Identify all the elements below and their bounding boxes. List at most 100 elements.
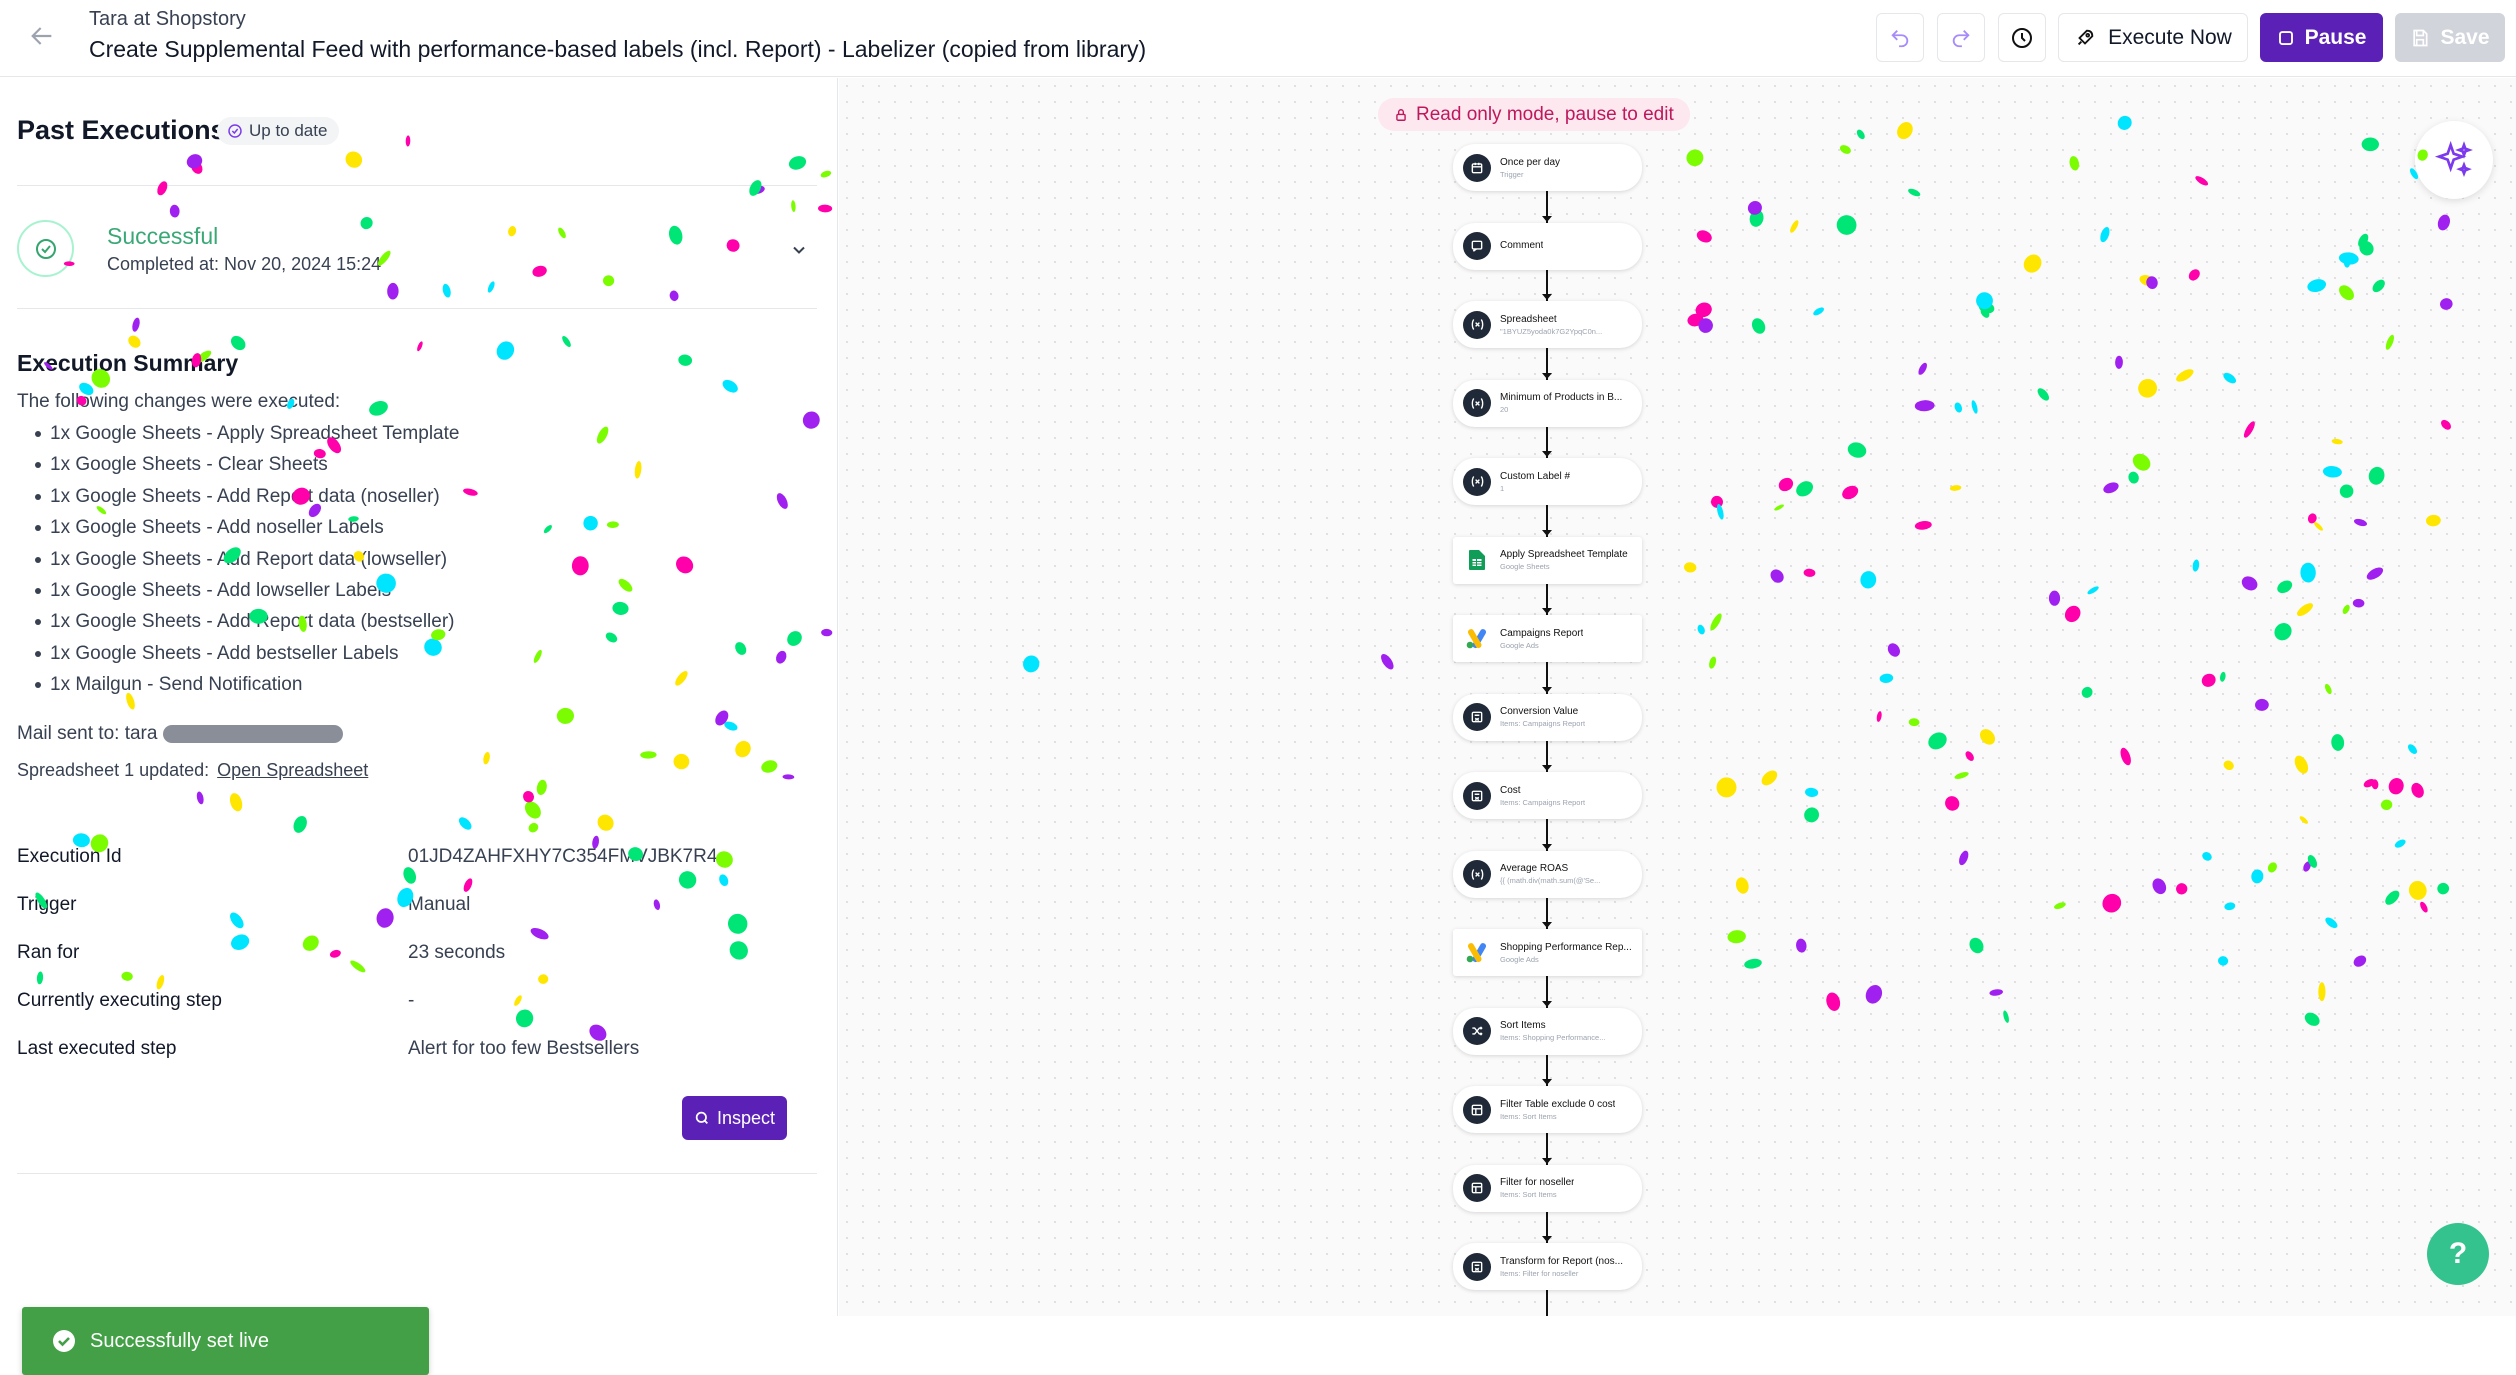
workflow-step[interactable]: Average ROAS {{ (math.div(math.sum(@'Se..… [1453, 850, 1642, 898]
flow-arrow [1542, 608, 1552, 614]
help-button[interactable]: ? [2427, 1223, 2489, 1285]
past-executions-panel: Past Executions Up to date Successful Co… [0, 78, 838, 1375]
step-text: Transform for Report (nos... Items: Filte… [1500, 1256, 1623, 1278]
flow-arrow [1542, 451, 1552, 457]
sparkles-icon [2434, 140, 2474, 180]
flow-arrow [1542, 1000, 1552, 1007]
list-item: 1x Google Sheets - Add Report data (best… [34, 610, 459, 641]
list-item: 1x Google Sheets - Add bestseller Labels [34, 642, 459, 673]
divider [17, 308, 817, 309]
table-icon [1463, 1174, 1491, 1202]
redo-button[interactable] [1937, 13, 1985, 62]
step-text: Average ROAS {{ (math.div(math.sum(@'Se..… [1500, 863, 1600, 885]
step-title: Once per day [1500, 156, 1561, 168]
step-text: Filter for noseller Items: Sort Items [1500, 1177, 1574, 1199]
top-bar: Tara at Shopstory Create Supplemental Fe… [0, 0, 2516, 77]
flow-arrow [1542, 1157, 1552, 1164]
ran-for-value: 23 seconds [408, 942, 506, 963]
up-to-date-label: Up to date [249, 121, 328, 140]
save-icon [2410, 28, 2430, 48]
divider [17, 1173, 817, 1174]
list-item: 1x Google Sheets - Apply Spreadsheet Tem… [34, 422, 459, 453]
completed-at: Completed at: Nov 20, 2024 15:24 [107, 254, 382, 274]
inspect-button[interactable]: Inspect [682, 1096, 787, 1140]
workflow-step[interactable]: Transform for Report (nos... Items: Filte… [1453, 1243, 1642, 1290]
step-text: Spreadsheet "1BYUZ5yoda0k7G2YpqC0n... [1500, 314, 1602, 336]
flow-arrow [1542, 215, 1552, 222]
flow-arrow [1542, 765, 1552, 771]
workflow-step[interactable]: Sort Items Items: Shopping Performance... [1453, 1007, 1642, 1055]
step-subtitle: Google Ads [1500, 954, 1539, 964]
workflow-step[interactable]: Spreadsheet "1BYUZ5yoda0k7G2YpqC0n... [1453, 301, 1642, 348]
history-button[interactable] [1998, 13, 2046, 62]
step-text: Comment [1500, 240, 1543, 253]
shuffle-icon [1463, 1017, 1491, 1045]
step-title: Spreadsheet [1500, 313, 1557, 325]
workflow-step[interactable]: Once per day Trigger [1453, 144, 1642, 191]
undo-icon [1889, 27, 1911, 49]
breadcrumb[interactable]: Tara at Shopstory [89, 8, 246, 30]
workflow-step[interactable]: Cost Items: Campaigns Report [1453, 772, 1642, 819]
workflow-step[interactable]: Filter Table exclude 0 cost Items: Sort I… [1453, 1086, 1642, 1133]
step-title: Custom Label # [1500, 470, 1571, 482]
step-subtitle: Items: Sort Items [1500, 1190, 1557, 1199]
search-icon [694, 1110, 710, 1126]
list-item: 1x Google Sheets - Add lowseller Labels [34, 579, 459, 610]
spreadsheet-updated: Spreadsheet 1 updated: Open Spreadsheet [17, 760, 368, 781]
step-subtitle: Items: Shopping Performance... [1500, 1033, 1606, 1042]
step-subtitle: "1BYUZ5yoda0k7G2YpqC0n... [1500, 326, 1603, 336]
step-title: Conversion Value [1500, 706, 1579, 717]
list-item: 1x Google Sheets - Add noseller Labels [34, 516, 459, 547]
flow-arrow [1542, 686, 1552, 693]
workflow-step[interactable]: Conversion Value Items: Campaigns Report [1453, 693, 1642, 741]
step-subtitle: Trigger [1500, 169, 1524, 179]
workflow-step[interactable]: Comment [1453, 222, 1642, 270]
step-text: Custom Label #1 [1500, 471, 1570, 493]
pause-label: Pause [2304, 25, 2367, 49]
workflow-step[interactable]: Shopping Performance Rep... Google Ads [1453, 929, 1642, 976]
flow-arrow [1542, 294, 1552, 300]
save-button[interactable]: Save [2395, 13, 2505, 62]
execute-now-button[interactable]: Execute Now [2058, 13, 2248, 62]
step-subtitle: Items: Campaigns Report [1500, 797, 1586, 807]
undo-button[interactable] [1876, 13, 1924, 62]
step-title: Filter Table exclude 0 cost [1500, 1098, 1616, 1110]
success-toast: Successfully set live [22, 1307, 429, 1375]
workflow-step[interactable]: Apply Spreadsheet Template Google Sheets [1453, 536, 1642, 584]
table-icon [1463, 1095, 1491, 1124]
current-step-value: - [408, 990, 415, 1011]
workflow-canvas[interactable]: Read only mode, pause to edit Once per d… [839, 78, 2516, 1316]
check-circle-icon [227, 123, 243, 139]
step-title: Comment [1500, 239, 1544, 251]
list-item: 1x Google Sheets - Add Report data (nose… [34, 485, 459, 516]
step-title: Sort Items [1500, 1020, 1546, 1031]
divider [17, 185, 817, 186]
detail-label: Execution Id [17, 846, 122, 867]
step-title: Shopping Performance Rep... [1500, 941, 1632, 953]
detail-label: Ran for [17, 942, 80, 963]
execution-status: Successful [107, 223, 219, 249]
calendar-icon [1463, 153, 1491, 182]
redacted-email [163, 725, 344, 743]
ai-assistant-button[interactable] [2415, 121, 2493, 199]
step-text: Minimum of Products in B... 20 [1500, 392, 1622, 414]
step-title: Transform for Report (nos... [1500, 1255, 1623, 1267]
detail-label: Last executed step [17, 1038, 177, 1059]
success-check-icon [17, 220, 74, 277]
back-arrow-icon[interactable] [26, 20, 58, 52]
rocket-icon [2074, 27, 2096, 49]
chevron-down-icon[interactable] [789, 240, 809, 260]
workflow-step[interactable]: Campaigns Report Google Ads [1453, 615, 1642, 662]
variable-icon [1463, 389, 1491, 417]
step-text: Conversion Value Items: Campaigns Report [1500, 706, 1585, 728]
workflow-step[interactable]: Custom Label #1 [1453, 458, 1642, 505]
open-spreadsheet-link[interactable]: Open Spreadsheet [217, 760, 369, 780]
redo-icon [1950, 27, 1972, 49]
step-text: Apply Spreadsheet Template Google Sheets [1500, 549, 1628, 571]
pause-button[interactable]: Pause [2260, 13, 2383, 62]
workflow-step[interactable]: Minimum of Products in B... 20 [1453, 379, 1642, 427]
workflow-step[interactable]: Filter for noseller Items: Sort Items [1453, 1164, 1642, 1212]
execute-now-label: Execute Now [2108, 25, 2232, 49]
flow-arrow [1542, 372, 1552, 379]
variable-icon [1463, 310, 1491, 339]
